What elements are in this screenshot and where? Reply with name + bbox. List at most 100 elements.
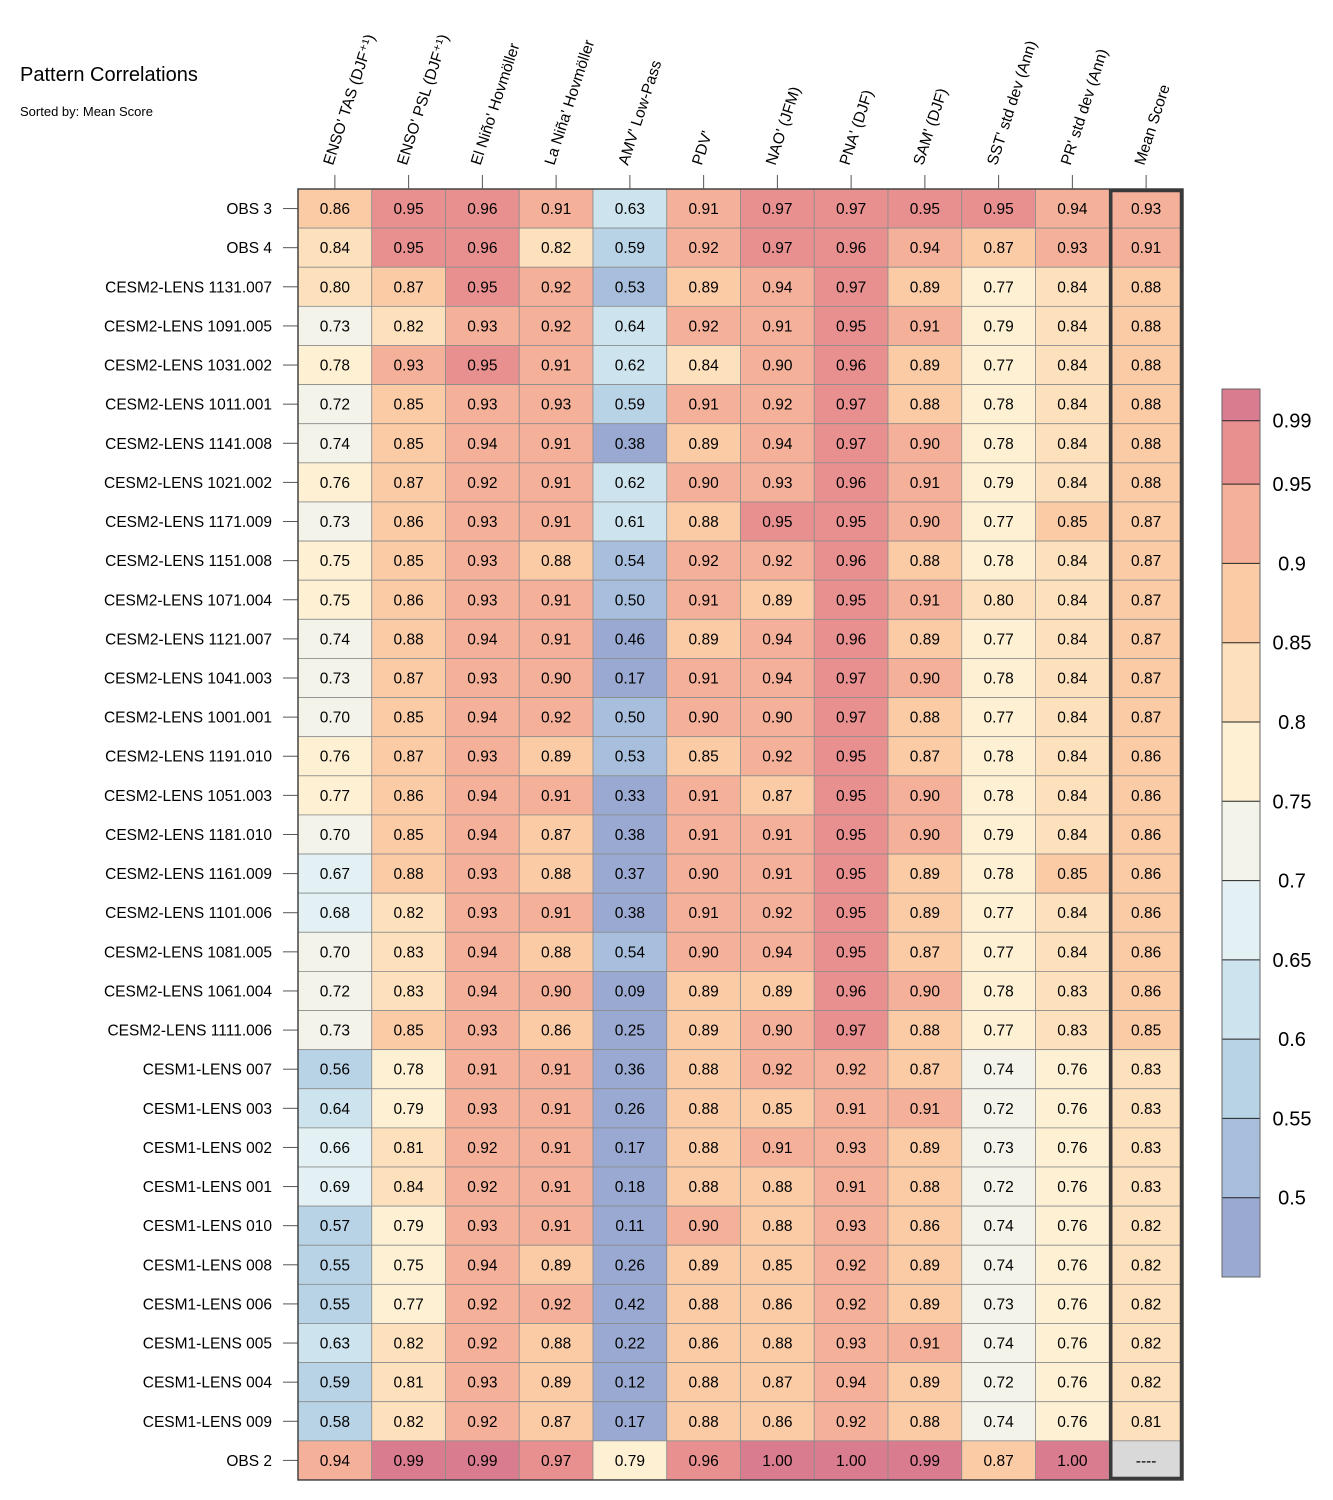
cell-value: 0.73: [984, 1296, 1014, 1313]
cell-value: 0.81: [1131, 1414, 1161, 1431]
cell-value: 0.84: [1057, 905, 1088, 922]
heatmap-cell: [813, 501, 889, 542]
cell-value: 0.88: [1131, 397, 1161, 414]
row-label: CESM1-LENS 010: [143, 1218, 273, 1235]
heatmap-cell: [813, 1440, 889, 1481]
cell-value: 0.81: [394, 1140, 424, 1157]
heatmap-cell: [297, 853, 373, 894]
cell-value: 0.88: [394, 631, 424, 648]
cell-value: 0.82: [394, 905, 424, 922]
row-label: CESM2-LENS 1081.005: [104, 944, 272, 961]
heatmap-cell: [813, 971, 889, 1011]
heatmap-cell: [592, 853, 668, 894]
cell-value: 0.92: [762, 553, 792, 570]
cell-value: 0.94: [910, 240, 941, 257]
cell-value: 0.12: [615, 1375, 645, 1392]
cell-value: 0.83: [1057, 983, 1087, 1000]
cell-value: 0.86: [1131, 866, 1161, 883]
row-label: CESM2-LENS 1161.009: [105, 866, 272, 883]
heatmap-cell: [518, 1205, 594, 1246]
cell-value: 0.86: [541, 1023, 571, 1040]
heatmap-cell: [813, 775, 889, 816]
cell-value: 0.90: [910, 827, 941, 844]
cell-value: 0.62: [615, 475, 645, 492]
heatmap-cell: [666, 814, 741, 855]
cell-value: 0.93: [467, 749, 497, 766]
heatmap-cell: [592, 1127, 668, 1168]
heatmap-cell: [518, 1362, 594, 1403]
cell-value: 0.84: [1057, 318, 1088, 335]
cell-value: 0.38: [615, 436, 645, 453]
cell-value: 0.92: [836, 1062, 866, 1079]
heatmap-cell: [518, 1088, 594, 1129]
cell-value: 0.78: [984, 866, 1014, 883]
heatmap-cell: [518, 1401, 594, 1442]
row-label: CESM1-LENS 006: [143, 1296, 272, 1313]
cell-value: 0.87: [394, 749, 424, 766]
heatmap-cell: [297, 1401, 373, 1442]
heatmap-cell: [518, 853, 594, 894]
cell-value: 0.82: [1131, 1296, 1161, 1313]
row-label: CESM1-LENS 009: [143, 1414, 272, 1431]
heatmap-cell: [1035, 1088, 1110, 1129]
heatmap-cell: [666, 1323, 741, 1363]
heatmap-cell: [887, 775, 963, 816]
heatmap-cell: [518, 1440, 594, 1481]
heatmap-cell: [592, 1362, 668, 1403]
heatmap-cell: [813, 853, 889, 894]
cell-value: 0.91: [910, 1336, 940, 1353]
heatmap-cell: [961, 384, 1036, 425]
cell-value: 0.92: [689, 240, 719, 257]
cell-value: 0.84: [689, 358, 720, 375]
heatmap-cell: [1035, 736, 1110, 777]
heatmap-cell: [666, 266, 741, 307]
colorbar-segment: [1222, 722, 1260, 802]
heatmap-cell: [1108, 462, 1184, 503]
heatmap-cell: [1108, 814, 1184, 855]
heatmap-cell: [813, 1401, 889, 1442]
heatmap-cell: [371, 853, 446, 894]
cell-value: 0.84: [1057, 475, 1088, 492]
mean-score-highlight: [1109, 188, 1184, 1481]
heatmap-cell: [1035, 423, 1110, 464]
cell-value: 0.86: [394, 788, 424, 805]
cell-value: 0.79: [615, 1453, 645, 1470]
heatmap-cell: [740, 658, 815, 698]
cell-value: 0.88: [1131, 279, 1161, 296]
heatmap-cell: [1035, 971, 1110, 1011]
heatmap-cell: [813, 1244, 889, 1285]
heatmap-cell: [666, 384, 741, 425]
cell-value: 1.00: [1057, 1453, 1088, 1470]
heatmap-cell: [666, 501, 741, 542]
cell-value: 0.53: [615, 279, 645, 296]
cell-value: 0.92: [467, 1336, 497, 1353]
heatmap-cell: [961, 579, 1036, 620]
cell-value: 0.97: [836, 397, 866, 414]
cell-value: 0.72: [984, 1375, 1014, 1392]
heatmap-cell: [1035, 1323, 1110, 1363]
cell-value: 0.72: [984, 1101, 1014, 1118]
heatmap-cell: [666, 971, 741, 1011]
heatmap-cell: [592, 1323, 668, 1363]
heatmap-cell: [740, 1440, 815, 1481]
heatmap-cell: [371, 266, 446, 307]
column-label: PNA' (DJF): [837, 88, 877, 167]
cell-value: 0.38: [615, 827, 645, 844]
cell-value: 0.26: [615, 1257, 645, 1274]
cell-value: 0.97: [836, 201, 866, 218]
heatmap-cell: [297, 1440, 373, 1481]
cell-value: 0.76: [1057, 1179, 1087, 1196]
cell-value: 0.95: [836, 905, 866, 922]
cell-value: 0.76: [1057, 1101, 1087, 1118]
cell-value: 0.95: [394, 240, 424, 257]
row-label: CESM2-LENS 1131.007: [105, 279, 272, 296]
heatmap-cell: [1035, 931, 1110, 972]
cell-value: 0.91: [689, 827, 719, 844]
cell-value: 0.75: [320, 592, 350, 609]
cell-value: 0.89: [541, 1257, 571, 1274]
cell-value: 0.77: [984, 1023, 1014, 1040]
cell-value: 0.84: [1057, 671, 1088, 688]
heatmap-cell: [813, 1283, 889, 1324]
cell-value: 0.95: [836, 827, 866, 844]
cell-value: 0.92: [541, 710, 571, 727]
